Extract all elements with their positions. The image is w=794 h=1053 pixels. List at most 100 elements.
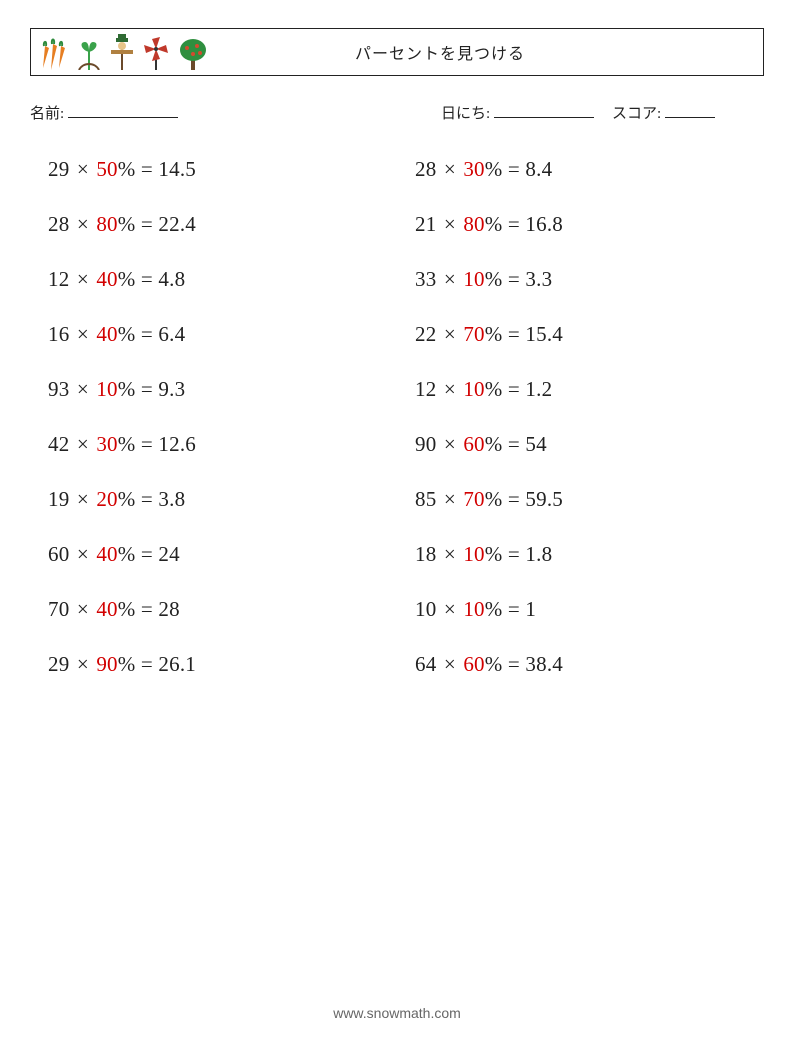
- name-label: 名前:: [30, 106, 64, 122]
- equals-sign: =: [135, 322, 158, 346]
- percent-value: 10: [96, 377, 117, 401]
- problem-row: 12 × 10% = 1.2: [415, 377, 764, 402]
- operand-a: 16: [48, 322, 69, 346]
- header-icon-row: [39, 34, 209, 70]
- operand-a: 60: [48, 542, 69, 566]
- date-label: 日にち:: [441, 106, 490, 122]
- answer: 24: [158, 542, 179, 566]
- answer: 38.4: [525, 652, 563, 676]
- percent-sign: %: [118, 597, 136, 621]
- answer: 6.4: [158, 322, 185, 346]
- multiply-sign: ×: [69, 432, 96, 456]
- equals-sign: =: [502, 377, 525, 401]
- date-blank[interactable]: [494, 102, 594, 118]
- name-blank[interactable]: [68, 102, 178, 118]
- equals-sign: =: [502, 267, 525, 291]
- percent-sign: %: [118, 377, 136, 401]
- equals-sign: =: [135, 652, 158, 676]
- problems-column-right: 28 × 30% = 8.421 × 80% = 16.833 × 10% = …: [397, 157, 764, 707]
- problem-row: 90 × 60% = 54: [415, 432, 764, 457]
- percent-sign: %: [118, 157, 136, 181]
- meta-name: 名前:: [30, 102, 441, 123]
- equals-sign: =: [135, 267, 158, 291]
- multiply-sign: ×: [69, 377, 96, 401]
- equals-sign: =: [135, 157, 158, 181]
- problems-area: 29 × 50% = 14.528 × 80% = 22.412 × 40% =…: [30, 157, 764, 707]
- percent-sign: %: [118, 542, 136, 566]
- percent-value: 40: [96, 542, 117, 566]
- answer: 12.6: [158, 432, 196, 456]
- operand-a: 21: [415, 212, 436, 236]
- sprout-icon: [75, 36, 103, 70]
- equals-sign: =: [135, 377, 158, 401]
- operand-a: 28: [415, 157, 436, 181]
- percent-value: 10: [463, 542, 484, 566]
- percent-value: 60: [463, 652, 484, 676]
- multiply-sign: ×: [436, 432, 463, 456]
- multiply-sign: ×: [69, 652, 96, 676]
- operand-a: 33: [415, 267, 436, 291]
- operand-a: 12: [415, 377, 436, 401]
- multiply-sign: ×: [69, 157, 96, 181]
- equals-sign: =: [135, 432, 158, 456]
- answer: 54: [525, 432, 546, 456]
- multiply-sign: ×: [436, 212, 463, 236]
- score-blank[interactable]: [665, 102, 715, 118]
- percent-value: 40: [96, 597, 117, 621]
- multiply-sign: ×: [69, 267, 96, 291]
- answer: 15.4: [525, 322, 563, 346]
- answer: 28: [158, 597, 179, 621]
- percent-value: 80: [463, 212, 484, 236]
- multiply-sign: ×: [69, 542, 96, 566]
- percent-value: 10: [463, 377, 484, 401]
- problem-row: 42 × 30% = 12.6: [48, 432, 397, 457]
- percent-sign: %: [485, 432, 503, 456]
- equals-sign: =: [135, 597, 158, 621]
- multiply-sign: ×: [69, 597, 96, 621]
- operand-a: 19: [48, 487, 69, 511]
- equals-sign: =: [502, 212, 525, 236]
- percent-value: 70: [463, 322, 484, 346]
- windmill-icon: [141, 34, 171, 70]
- problem-row: 10 × 10% = 1: [415, 597, 764, 622]
- equals-sign: =: [135, 542, 158, 566]
- problem-row: 60 × 40% = 24: [48, 542, 397, 567]
- answer: 3.3: [525, 267, 552, 291]
- equals-sign: =: [502, 432, 525, 456]
- percent-sign: %: [118, 212, 136, 236]
- percent-sign: %: [118, 322, 136, 346]
- multiply-sign: ×: [69, 322, 96, 346]
- score-label: スコア:: [612, 106, 661, 122]
- equals-sign: =: [502, 652, 525, 676]
- answer: 16.8: [525, 212, 563, 236]
- operand-a: 22: [415, 322, 436, 346]
- percent-sign: %: [485, 377, 503, 401]
- percent-value: 80: [96, 212, 117, 236]
- equals-sign: =: [502, 157, 525, 181]
- equals-sign: =: [502, 597, 525, 621]
- percent-sign: %: [118, 487, 136, 511]
- problem-row: 64 × 60% = 38.4: [415, 652, 764, 677]
- percent-sign: %: [485, 322, 503, 346]
- multiply-sign: ×: [69, 212, 96, 236]
- percent-value: 10: [463, 597, 484, 621]
- meta-date: 日にち:: [441, 102, 594, 123]
- problem-row: 85 × 70% = 59.5: [415, 487, 764, 512]
- multiply-sign: ×: [436, 652, 463, 676]
- multiply-sign: ×: [436, 322, 463, 346]
- problem-row: 33 × 10% = 3.3: [415, 267, 764, 292]
- header-box: パーセントを見つける: [30, 28, 764, 76]
- problem-row: 28 × 80% = 22.4: [48, 212, 397, 237]
- operand-a: 28: [48, 212, 69, 236]
- operand-a: 18: [415, 542, 436, 566]
- operand-a: 90: [415, 432, 436, 456]
- problem-row: 18 × 10% = 1.8: [415, 542, 764, 567]
- equals-sign: =: [502, 322, 525, 346]
- answer: 3.8: [158, 487, 185, 511]
- scarecrow-icon: [109, 34, 135, 70]
- footer-attribution: www.snowmath.com: [0, 1005, 794, 1021]
- multiply-sign: ×: [436, 377, 463, 401]
- multiply-sign: ×: [436, 542, 463, 566]
- percent-sign: %: [118, 432, 136, 456]
- percent-value: 10: [463, 267, 484, 291]
